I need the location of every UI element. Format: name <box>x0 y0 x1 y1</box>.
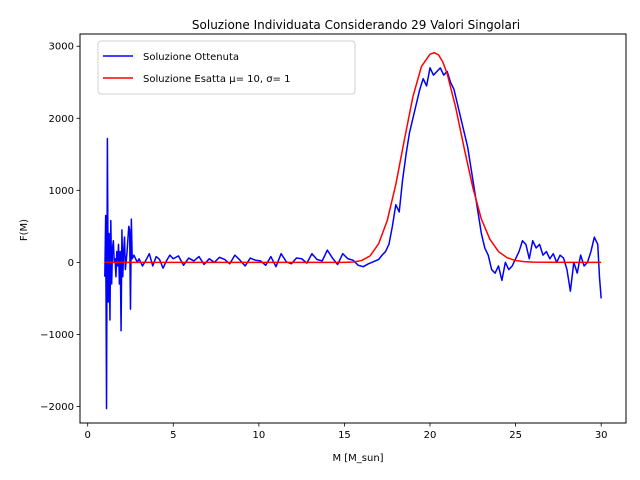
y-tick-label: 3000 <box>49 42 74 53</box>
x-tick-label: 15 <box>338 430 351 441</box>
x-tick-label: 30 <box>595 430 608 441</box>
legend-label-exact: Soluzione Esatta μ= 10, σ= 1 <box>143 74 290 85</box>
x-axis: 0 5 10 15 20 25 30 <box>85 423 608 441</box>
x-tick-label: 5 <box>170 430 176 441</box>
x-tick-label: 20 <box>424 430 437 441</box>
x-tick-label: 25 <box>509 430 522 441</box>
legend-label-obtained: Soluzione Ottenuta <box>143 52 239 63</box>
x-tick-label: 10 <box>252 430 265 441</box>
series-layer <box>104 51 602 410</box>
y-tick-label: −2000 <box>40 402 74 413</box>
y-tick-label: 1000 <box>49 186 74 197</box>
y-axis: −2000 −1000 0 1000 2000 3000 <box>40 42 80 413</box>
series-line-obtained <box>104 67 602 410</box>
series-line-exact <box>104 51 602 264</box>
y-tick-label: 2000 <box>49 114 74 125</box>
legend: Soluzione Ottenuta Soluzione Esatta μ= 1… <box>97 40 356 95</box>
plot-frame <box>79 33 627 424</box>
y-tick-label: 0 <box>68 258 74 269</box>
chart-title: Soluzione Individuata Considerando 29 Va… <box>192 18 520 32</box>
y-axis-title: F(M) <box>19 219 30 241</box>
x-axis-title: M [M_sun] <box>332 453 383 464</box>
y-tick-label: −1000 <box>40 330 74 341</box>
x-tick-label: 0 <box>85 430 91 441</box>
legend-box <box>97 40 356 95</box>
